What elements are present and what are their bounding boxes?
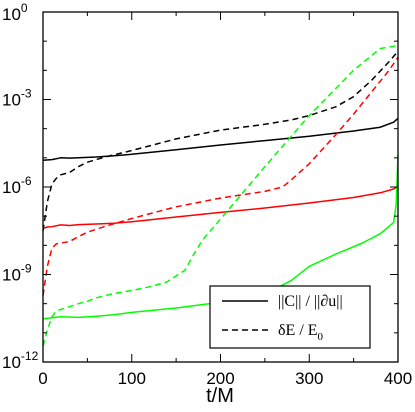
series-line-6 (42, 44, 399, 347)
x-axis-title: t/M (206, 385, 234, 407)
legend-label-energy: δE / E0 (278, 322, 324, 343)
legend: ||C|| / ||∂u|| δE / E0 (209, 285, 371, 349)
y-tick-label-4: 100 (2, 1, 28, 24)
y-tick-label-1: 10-9 (2, 262, 32, 285)
y-tick-exponent: -6 (21, 174, 32, 188)
y-tick-exponent: -3 (21, 87, 32, 101)
x-tick-label-4: 400 (384, 369, 412, 388)
y-tick-label-0: 10-12 (2, 349, 39, 372)
legend-label-constraint: ||C|| / ||∂u|| (278, 293, 343, 310)
y-tick-base: 10 (2, 5, 21, 24)
x-tick-label-3: 300 (295, 369, 323, 388)
y-tick-label-2: 10-6 (2, 174, 32, 197)
series-line-3 (42, 185, 399, 230)
series-line-1 (42, 117, 399, 161)
y-tick-exponent: 0 (21, 1, 28, 15)
series-line-4 (42, 56, 399, 296)
x-tick-label-0: 0 (38, 369, 47, 388)
legend-label-energy-main: δE / E (278, 322, 318, 339)
y-tick-exponent: -12 (21, 349, 39, 363)
y-tick-base: 10 (2, 353, 21, 372)
legend-label-energy-sub: 0 (318, 331, 324, 343)
x-tick-label-2: 200 (206, 369, 234, 388)
legend-box (209, 285, 371, 349)
y-tick-exponent: -9 (21, 262, 32, 276)
y-tick-label-3: 10-3 (2, 87, 32, 110)
y-tick-base: 10 (2, 266, 21, 285)
y-tick-base: 10 (2, 178, 21, 197)
series-line-2 (42, 50, 399, 231)
y-tick-base: 10 (2, 91, 21, 110)
x-tick-label-1: 100 (118, 369, 146, 388)
